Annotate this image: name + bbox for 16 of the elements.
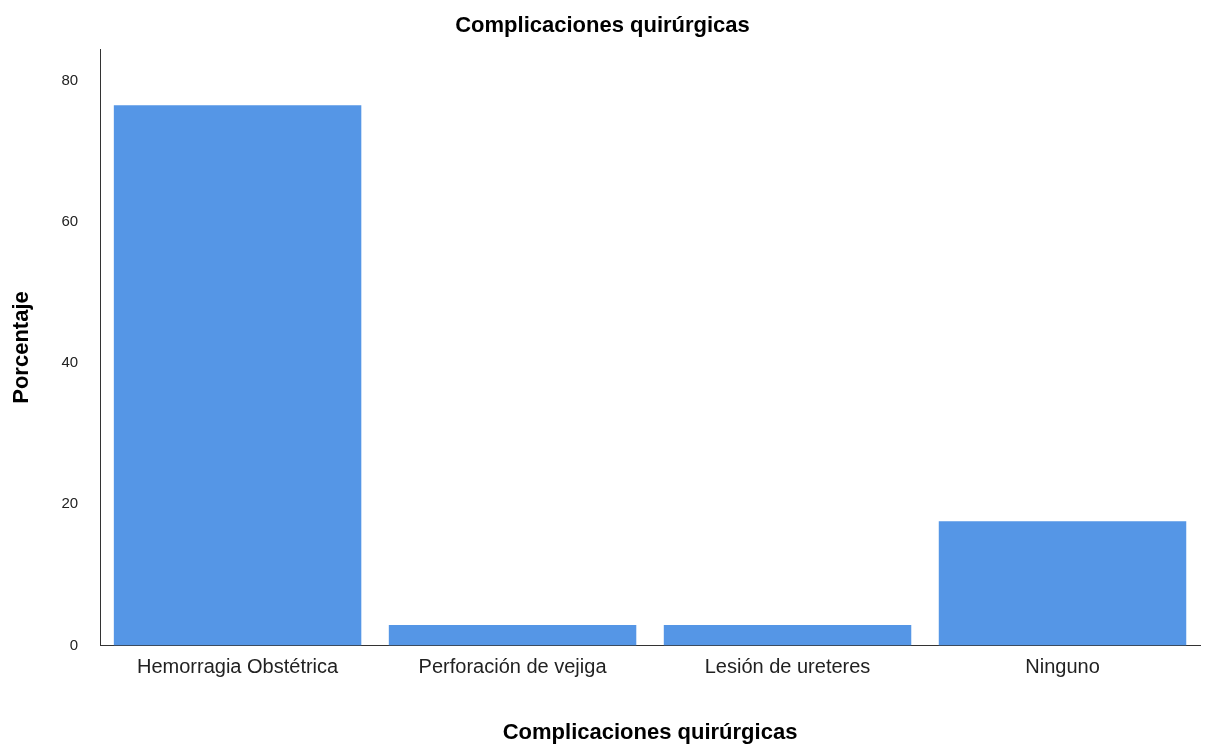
y-axis-title: Porcentaje (8, 291, 34, 404)
x-tick-label: Ninguno (1025, 655, 1100, 678)
y-tick-label: 80 (61, 70, 79, 88)
y-tick-label: 20 (61, 494, 79, 512)
x-tick-label: Hemorragia Obstétrica (136, 655, 340, 678)
bar (113, 105, 362, 646)
x-tick-label: Lesión de ureteres (704, 655, 871, 678)
x-axis-title: Complicaciones quirúrgicas (502, 718, 798, 744)
y-tick-label: 40 (61, 353, 79, 371)
chart-title: Complicaciones quirúrgicas (455, 12, 750, 38)
y-tick-label: 60 (61, 211, 79, 229)
bar (388, 625, 637, 646)
x-tick-label: Perforación de vejiga (418, 655, 608, 678)
y-tick-label: 0 (69, 635, 79, 653)
bar (938, 521, 1187, 646)
bar (663, 625, 912, 646)
